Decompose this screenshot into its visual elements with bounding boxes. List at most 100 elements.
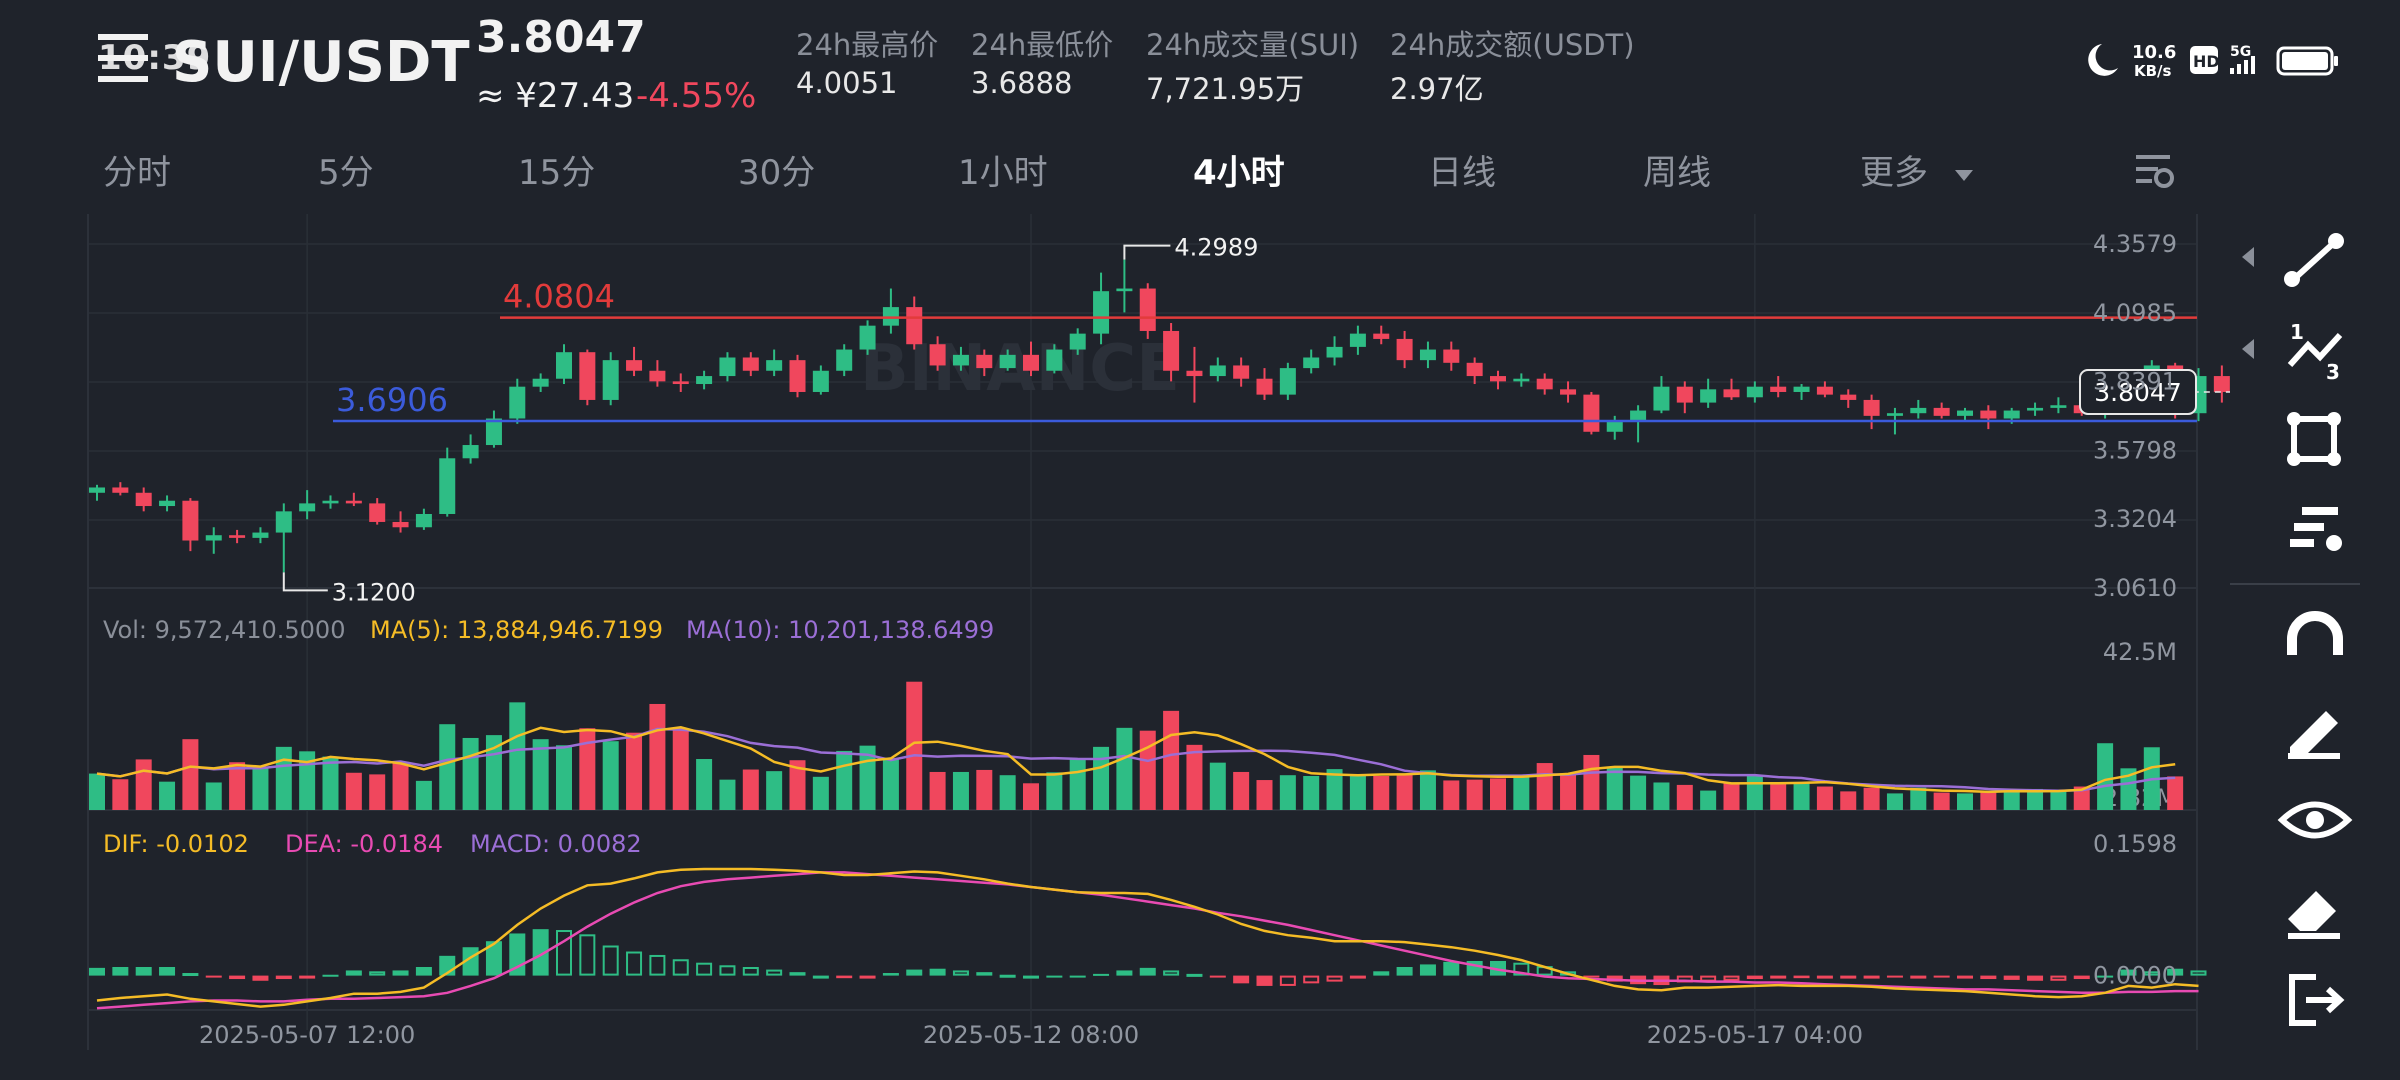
- macd-bar: [626, 951, 643, 976]
- candle: [812, 365, 829, 395]
- macd-bar: [649, 954, 666, 976]
- candle: [1723, 378, 1740, 400]
- macd-bar: [1326, 975, 1343, 982]
- macd-bar: [602, 945, 619, 976]
- macd-bar: [1186, 973, 1203, 977]
- volume-bar: [1980, 792, 1997, 810]
- price-tick: 3.5798: [2093, 436, 2177, 464]
- volume-bar: [252, 767, 269, 810]
- macd-bar: [2073, 975, 2090, 980]
- polyline-icon[interactable]: 1 3: [2270, 315, 2360, 385]
- macd-bar: [1443, 961, 1460, 976]
- macd-bar: [1093, 973, 1110, 976]
- candle-body: [1606, 421, 1623, 432]
- brush-icon[interactable]: [2270, 695, 2360, 765]
- candle: [1349, 325, 1366, 355]
- tab-1hour[interactable]: 1小时: [958, 153, 1048, 193]
- candle: [882, 288, 899, 334]
- legend-dif: DIF: -0.0102: [103, 830, 249, 858]
- candle: [1583, 391, 1600, 435]
- menu-icon[interactable]: [98, 34, 148, 82]
- net-speed-unit: KB/s: [2134, 62, 2172, 80]
- volume-bar: [2050, 791, 2067, 810]
- current-price-box: [2079, 368, 2197, 415]
- macd-bar: [485, 941, 502, 976]
- tab-4hour[interactable]: 4小时: [1193, 153, 1285, 193]
- candle: [696, 370, 713, 390]
- candle: [742, 352, 759, 377]
- volume-bar: [719, 779, 736, 810]
- volume-bar: [2120, 768, 2137, 810]
- candle-body: [2027, 407, 2044, 411]
- exit-icon[interactable]: [2270, 965, 2360, 1035]
- hline-label: 4.0804: [503, 278, 615, 316]
- trend-line-icon[interactable]: [2270, 225, 2360, 295]
- tab-time-share[interactable]: 分时: [103, 153, 171, 193]
- indicator-settings-icon[interactable]: [2132, 151, 2176, 193]
- macd-bar: [392, 970, 409, 976]
- candle-body: [1490, 376, 1506, 382]
- candle-body: [532, 378, 549, 387]
- expand-left-icon[interactable]: [2240, 245, 2256, 269]
- candle: [1957, 407, 1973, 422]
- magnet-icon[interactable]: [2270, 605, 2360, 675]
- candle-body: [836, 349, 853, 371]
- volume-bar: [1396, 774, 1413, 810]
- volume-bar: [2097, 743, 2114, 810]
- volume-bar: [1513, 775, 1530, 810]
- tab-daily[interactable]: 日线: [1428, 153, 1496, 193]
- expand-left-icon[interactable]: [2240, 337, 2256, 361]
- macd-bar: [672, 959, 689, 976]
- low-leader: [282, 572, 328, 592]
- candle: [2027, 402, 2044, 416]
- tab-5min[interactable]: 5分: [318, 153, 374, 193]
- fib-levels-icon[interactable]: [2270, 495, 2360, 565]
- macd-bar: [369, 971, 386, 976]
- macd-bar: [415, 967, 432, 976]
- macd-bar: [299, 975, 316, 979]
- volume-bar: [929, 771, 946, 810]
- rectangle-icon[interactable]: [2270, 405, 2360, 475]
- candle: [1560, 381, 1577, 403]
- macd-bar: [2027, 975, 2044, 981]
- macd-bar: [1349, 975, 1366, 979]
- volume-bar: [89, 773, 105, 810]
- candle: [532, 373, 549, 392]
- macd-bar: [1583, 975, 1600, 978]
- candle-body: [205, 535, 222, 541]
- stat-low-value: 3.6888: [971, 66, 1073, 100]
- candle-body: [1630, 410, 1647, 422]
- tab-30min[interactable]: 30分: [738, 153, 816, 193]
- volume-bar: [1326, 769, 1343, 810]
- volume-bar: [812, 776, 829, 810]
- volume-bar: [229, 762, 246, 810]
- candle-body: [929, 344, 946, 366]
- eye-icon[interactable]: [2270, 785, 2360, 855]
- tab-weekly[interactable]: 周线: [1643, 153, 1711, 193]
- macd-bar: [2143, 971, 2160, 976]
- volume-bar: [1373, 776, 1390, 810]
- volume-bar: [1536, 763, 1553, 810]
- macd-bar: [836, 975, 853, 979]
- price-lines: 4.0804 3.6906: [333, 278, 2197, 423]
- macd-bar: [275, 975, 292, 980]
- volume-bar: [1139, 730, 1156, 810]
- volume-bar: [1653, 782, 1670, 810]
- eraser-icon[interactable]: [2270, 875, 2360, 945]
- macd-bar: [952, 970, 969, 976]
- candle-body: [1093, 291, 1110, 334]
- candle-body: [1770, 386, 1787, 392]
- candle-body: [1653, 386, 1670, 411]
- candle-body: [1746, 386, 1763, 398]
- candle: [1046, 344, 1063, 374]
- pair-title[interactable]: SUI/USDT: [172, 30, 470, 95]
- candle-body: [1443, 349, 1460, 363]
- candle-body: [345, 500, 362, 504]
- tab-more[interactable]: 更多: [1860, 145, 1975, 194]
- macd-pane: 0.1598 0.0000: [89, 830, 2207, 1010]
- tab-15min[interactable]: 15分: [518, 153, 596, 193]
- macd-bar: [1816, 975, 1833, 979]
- candle: [2050, 397, 2067, 414]
- candle: [1233, 357, 1250, 387]
